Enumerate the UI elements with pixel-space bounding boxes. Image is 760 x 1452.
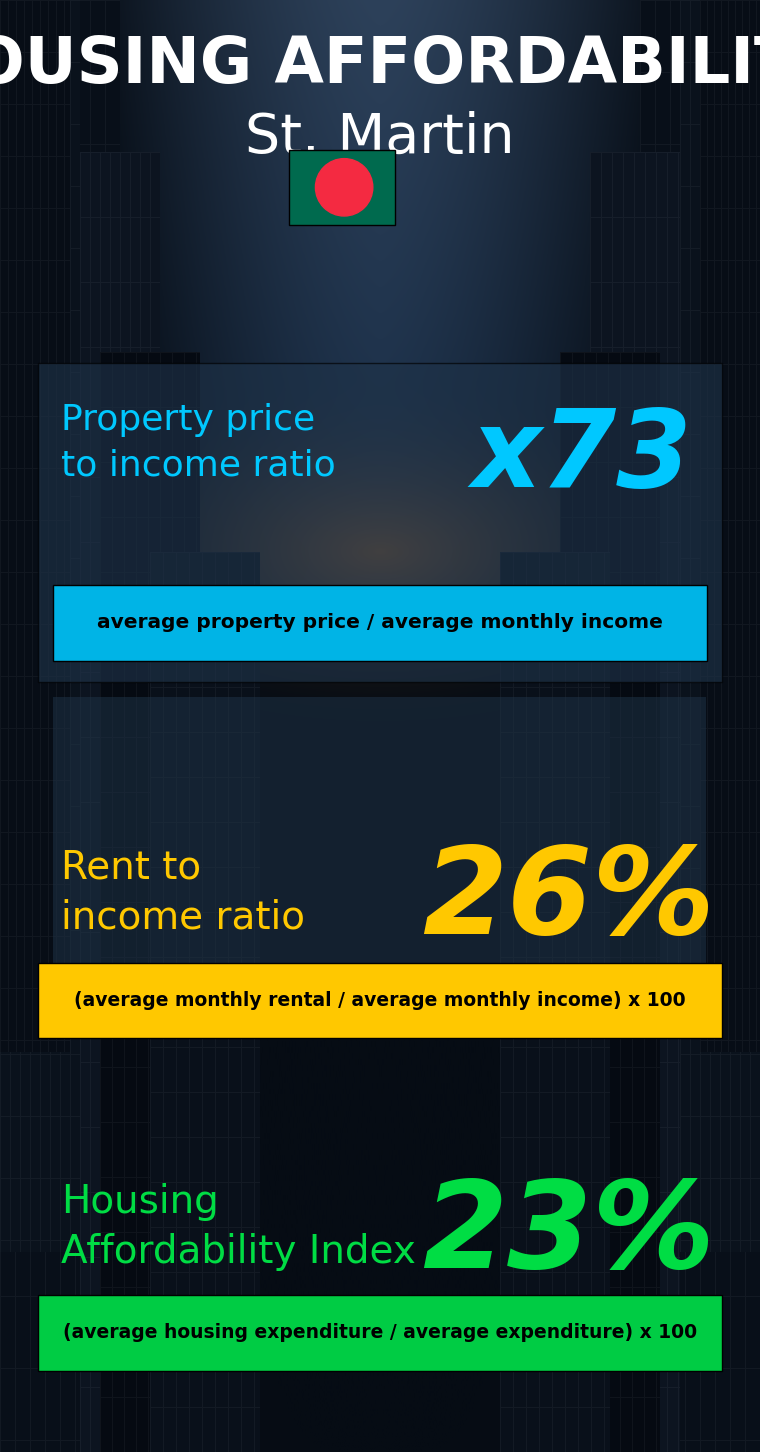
Text: 26%: 26%: [422, 842, 714, 958]
Text: Rent to
income ratio: Rent to income ratio: [61, 849, 305, 937]
Text: (average monthly rental / average monthly income) x 100: (average monthly rental / average monthl…: [74, 990, 686, 1011]
Text: Housing
Affordability Index: Housing Affordability Index: [61, 1183, 416, 1270]
FancyBboxPatch shape: [289, 150, 395, 225]
FancyBboxPatch shape: [38, 1295, 722, 1371]
FancyBboxPatch shape: [38, 963, 722, 1038]
Text: HOUSING AFFORDABILITY: HOUSING AFFORDABILITY: [0, 35, 760, 96]
Circle shape: [315, 158, 373, 216]
Text: Property price
to income ratio: Property price to income ratio: [61, 404, 336, 482]
Text: x73: x73: [471, 404, 692, 511]
FancyBboxPatch shape: [53, 585, 707, 661]
Text: (average housing expenditure / average expenditure) x 100: (average housing expenditure / average e…: [63, 1323, 697, 1343]
Text: 23%: 23%: [422, 1176, 714, 1292]
FancyBboxPatch shape: [38, 363, 722, 682]
Text: average property price / average monthly income: average property price / average monthly…: [97, 613, 663, 633]
Text: St. Martin: St. Martin: [245, 110, 515, 166]
